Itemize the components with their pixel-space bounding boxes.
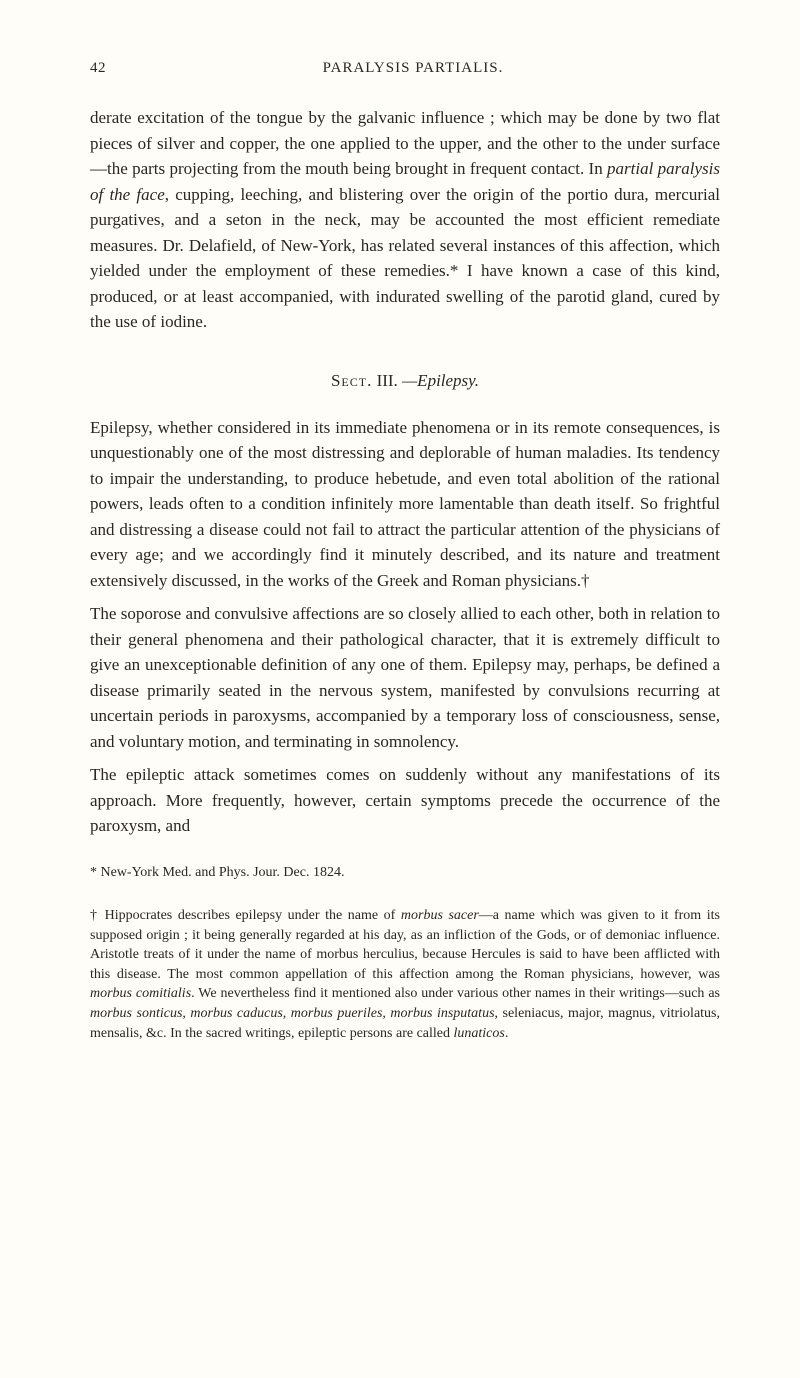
text-segment: morbus comitialis	[90, 986, 191, 1001]
section-text: Epilepsy, whether considered in its imme…	[90, 415, 720, 839]
header-title: PARALYSIS PARTIALIS.	[323, 60, 504, 77]
paragraph: The soporose and convulsive affections a…	[90, 601, 720, 754]
text-segment: morbus sonticus, morbus caducus, morbus …	[90, 1006, 495, 1021]
section-label: Sect.	[331, 371, 372, 390]
text-segment: Epilepsy, whether considered in its imme…	[90, 418, 720, 590]
text-segment: * New-York Med. and Phys. Jour. Dec. 182…	[90, 865, 344, 880]
text-segment: † Hippocrates describes epilepsy under t…	[90, 908, 401, 923]
body-text: derate excitation of the tongue by the g…	[90, 105, 720, 335]
text-segment: The epileptic attack sometimes comes on …	[90, 765, 720, 835]
text-segment: . We nevertheless find it mentioned also…	[191, 986, 720, 1001]
section-heading: Sect. III. —Epilepsy.	[90, 371, 720, 391]
paragraph: † Hippocrates describes epilepsy under t…	[90, 906, 720, 1043]
text-segment: morbus sacer	[401, 908, 479, 923]
section-title: —Epilepsy.	[402, 371, 479, 390]
footnotes: * New-York Med. and Phys. Jour. Dec. 182…	[90, 863, 720, 1044]
text-segment: , cupping, leeching, and blistering over…	[90, 185, 720, 332]
section-number: III.	[377, 371, 398, 390]
paragraph: * New-York Med. and Phys. Jour. Dec. 182…	[90, 863, 720, 883]
page-number: 42	[90, 60, 106, 77]
text-segment: lunaticos	[454, 1026, 505, 1041]
document-page: 42 PARALYSIS PARTIALIS. derate excitatio…	[0, 0, 800, 1378]
text-segment: The soporose and convulsive affections a…	[90, 604, 720, 751]
paragraph: derate excitation of the tongue by the g…	[90, 105, 720, 335]
paragraph: Epilepsy, whether considered in its imme…	[90, 415, 720, 594]
text-segment: .	[505, 1026, 509, 1041]
paragraph: The epileptic attack sometimes comes on …	[90, 762, 720, 839]
page-header: 42 PARALYSIS PARTIALIS.	[90, 60, 720, 77]
